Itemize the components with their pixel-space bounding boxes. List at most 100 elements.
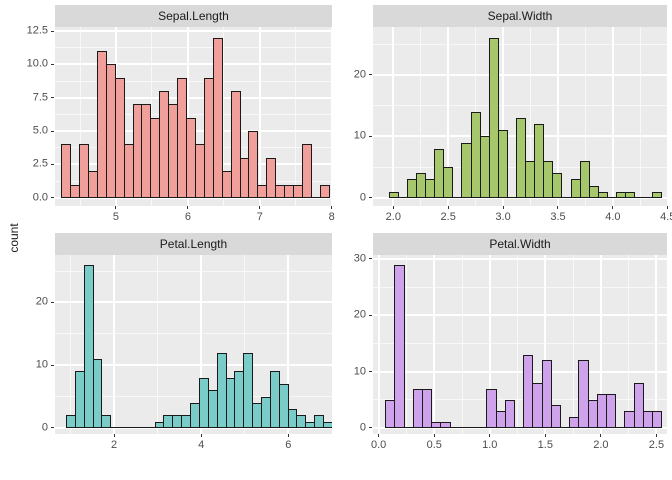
gridline-major — [373, 426, 667, 429]
gridline-minor — [628, 255, 630, 434]
gridline-minor — [517, 255, 519, 434]
gridline-minor — [405, 255, 407, 434]
gridline-minor — [55, 333, 332, 335]
gridline-minor — [55, 47, 332, 49]
histogram-bar — [504, 399, 515, 428]
facet-strip-petal-width: Petal.Width — [373, 233, 667, 255]
gridline-major — [55, 364, 332, 367]
x-tick-mark — [489, 434, 491, 437]
y-tick-label: 10 — [353, 129, 366, 142]
histogram-bar — [443, 167, 454, 198]
histogram-bar — [633, 382, 644, 428]
y-tick-mark — [51, 427, 54, 429]
gridline-major — [377, 255, 380, 434]
y-tick-label: 20 — [353, 68, 366, 81]
y-tick-label: 0 — [359, 421, 366, 434]
y-tick-mark — [51, 364, 54, 366]
y-tick-mark — [369, 314, 372, 316]
x-tick-label: 3.0 — [495, 211, 511, 223]
gridline-major — [287, 255, 290, 434]
histogram-bar — [83, 264, 94, 428]
x-tick-label: 7 — [256, 211, 263, 223]
histogram-bar — [578, 360, 589, 428]
gridline-major — [113, 255, 116, 434]
panel-petal-width — [373, 255, 667, 434]
histogram-bar — [266, 157, 277, 198]
x-tick-mark — [200, 434, 202, 437]
gridline-major — [200, 255, 203, 434]
histogram-bar — [61, 144, 72, 198]
histogram-bar — [486, 388, 497, 428]
histogram-bar — [651, 411, 663, 428]
histogram-bar — [394, 264, 405, 428]
gridline-major — [330, 27, 332, 206]
histogram-bar — [278, 384, 289, 428]
gridline-major — [433, 255, 436, 434]
gridline-minor — [157, 255, 159, 434]
histogram-bar — [497, 130, 508, 198]
y-tick-mark — [51, 97, 54, 99]
facet-strip-label: Sepal.Length — [158, 9, 229, 23]
gridline-major — [488, 255, 491, 434]
facet-strip-label: Petal.Length — [159, 237, 228, 251]
gridline-major — [373, 370, 667, 373]
histogram-bar — [421, 388, 433, 428]
y-tick-label: 5.0 — [32, 124, 48, 137]
x-tick-label: 0.0 — [371, 439, 387, 451]
gridline-minor — [55, 396, 332, 398]
histogram-bar — [323, 421, 332, 428]
x-tick-mark — [331, 206, 333, 209]
histogram-bar — [652, 191, 663, 198]
gridline-minor — [295, 27, 297, 206]
x-tick-mark — [115, 206, 117, 209]
gridline-minor — [244, 255, 246, 434]
x-tick-label: 2 — [110, 439, 118, 451]
gridline-minor — [572, 255, 574, 434]
y-tick-label: 30 — [353, 252, 366, 265]
x-tick-mark — [378, 434, 380, 437]
x-tick-mark — [600, 434, 602, 437]
histogram-bar — [243, 352, 254, 428]
y-tick-label: 10 — [353, 365, 366, 378]
panel-sepal-width — [373, 27, 667, 206]
histogram-bar — [440, 422, 451, 428]
histogram-bar — [625, 191, 636, 198]
facet-strip-label: Petal.Width — [489, 237, 551, 251]
panel-petal-length — [55, 255, 332, 434]
gridline-major — [55, 63, 332, 66]
y-tick-label: 10 — [35, 358, 48, 371]
y-tick-mark — [369, 135, 372, 137]
gridline-major — [258, 27, 261, 206]
x-tick-mark — [187, 206, 189, 209]
x-tick-mark — [392, 206, 394, 209]
y-tick-label: 7.5 — [32, 91, 48, 104]
y-tick-label: 20 — [35, 295, 48, 308]
y-tick-mark — [51, 163, 54, 165]
gridline-minor — [373, 399, 667, 401]
x-tick-label: 0.5 — [426, 439, 442, 451]
x-tick-mark — [287, 434, 289, 437]
x-tick-mark — [259, 206, 261, 209]
gridline-minor — [223, 27, 225, 206]
gridline-major — [55, 30, 332, 32]
gridline-major — [599, 255, 602, 434]
histogram-bar — [114, 77, 125, 198]
gridline-major — [55, 426, 332, 429]
histogram-bar — [301, 144, 312, 198]
gridline-major — [55, 196, 332, 199]
x-tick-mark — [544, 434, 546, 437]
x-tick-mark — [433, 434, 435, 437]
y-tick-label: 12.5 — [26, 24, 48, 37]
facet-strip-petal-length: Petal.Length — [55, 233, 332, 255]
panel-sepal-length — [55, 27, 332, 206]
histogram-bar — [314, 415, 324, 428]
facet-strip-label: Sepal.Width — [487, 9, 553, 23]
histogram-bar — [541, 360, 552, 428]
gridline-major — [392, 27, 395, 206]
histogram-bar — [212, 37, 223, 198]
gridline-minor — [55, 113, 332, 115]
x-tick-label: 2.0 — [385, 211, 401, 223]
histogram-bar — [79, 144, 89, 198]
x-tick-label: 8 — [328, 211, 335, 223]
